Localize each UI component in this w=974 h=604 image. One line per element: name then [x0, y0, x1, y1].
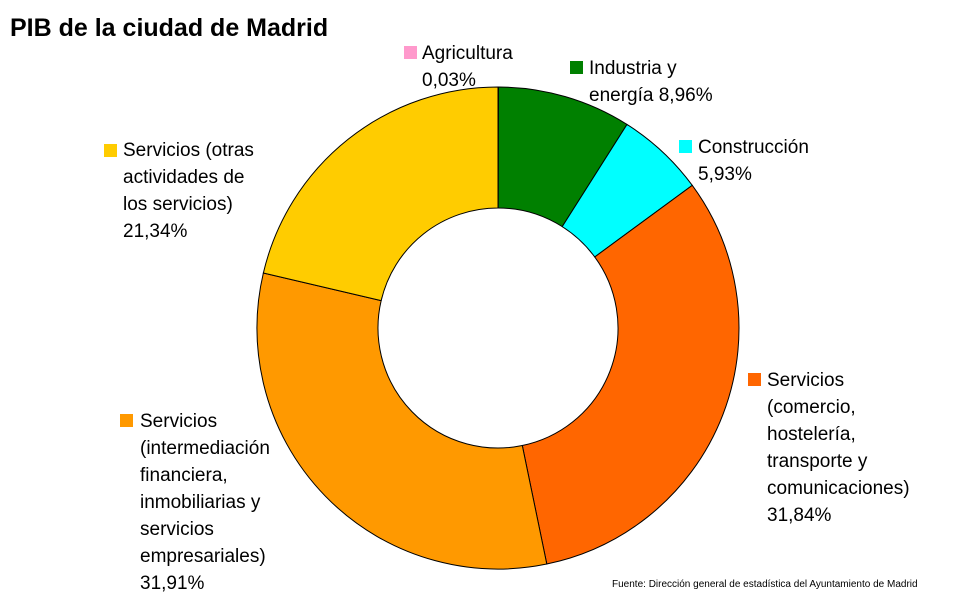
legend-swatch-industria [570, 61, 583, 74]
chart-title: PIB de la ciudad de Madrid [10, 14, 329, 42]
slice-label-industria: Industria y energía 8,96% [589, 58, 713, 106]
donut-slice-5 [262, 86, 499, 302]
donut-slice-3 [521, 184, 740, 565]
slice-label-servicios-comercio: Servicios (comercio, hostelería, transpo… [767, 370, 910, 526]
slice-label-servicios-intermediacion: Servicios (intermediación financiera, in… [140, 411, 270, 594]
legend-swatch-agricultura [404, 46, 417, 59]
legend-swatch-servicios-intermediacion [120, 414, 133, 427]
legend-swatch-construccion [679, 140, 692, 153]
slice-label-construccion: Construcción 5,93% [698, 137, 809, 185]
slice-label-servicios-otras: Servicios (otras actividades de los serv… [123, 140, 254, 242]
legend-swatch-servicios-comercio [748, 373, 761, 386]
legend-swatch-servicios-otras [104, 144, 117, 157]
slice-label-agricultura: Agricultura 0,03% [422, 43, 513, 91]
source-note: Fuente: Dirección general de estadística… [612, 579, 918, 590]
donut-slice-4 [256, 272, 548, 570]
